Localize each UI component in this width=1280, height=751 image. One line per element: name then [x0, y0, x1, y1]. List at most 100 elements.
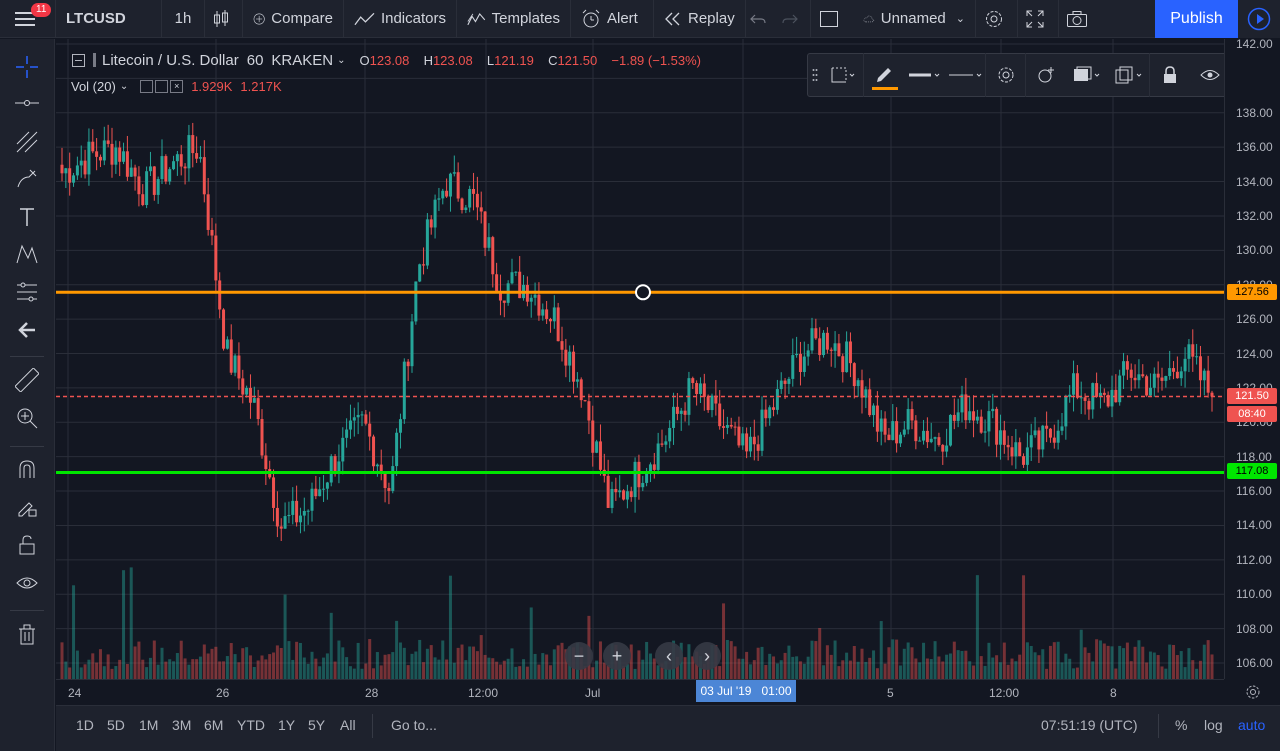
redo-button[interactable]	[776, 0, 811, 38]
crosshair-tool[interactable]	[13, 53, 41, 81]
volume-bar	[1125, 642, 1129, 679]
line-color-button[interactable]	[864, 53, 904, 97]
layout-name-button[interactable]: Unnamed ⌄	[853, 0, 976, 38]
visual-order-button[interactable]	[1066, 53, 1108, 97]
play-button[interactable]	[1238, 0, 1280, 38]
candle-body	[110, 143, 114, 165]
candle-body	[652, 464, 656, 470]
volume-bar	[914, 658, 918, 679]
add-alert-button[interactable]	[1026, 53, 1066, 97]
fullscreen-select-button[interactable]	[811, 0, 853, 38]
price-axis[interactable]	[1224, 39, 1280, 679]
clone-button[interactable]	[1108, 53, 1150, 97]
scroll-right-button[interactable]: ›	[693, 642, 721, 670]
magnet-tool[interactable]	[13, 455, 41, 483]
stay-drawing-tool[interactable]	[13, 493, 41, 521]
candle-body	[1137, 374, 1141, 381]
series-title[interactable]: Litecoin / U.S. Dollar	[102, 51, 239, 69]
log-scale-toggle[interactable]: log	[1204, 717, 1223, 733]
axis-settings-button[interactable]	[1244, 683, 1262, 701]
main-menu-button[interactable]: 11	[0, 0, 56, 38]
lock-drawings-tool[interactable]	[13, 531, 41, 559]
templates-button[interactable]: Templates	[457, 0, 571, 38]
series-exchange: KRAKEN	[271, 51, 334, 69]
snapshot-button[interactable]	[1059, 0, 1100, 38]
template-button[interactable]	[822, 53, 864, 97]
volume-bar	[606, 664, 610, 679]
volume-bar	[518, 666, 522, 679]
text-tool[interactable]	[13, 203, 41, 231]
close-icon[interactable]: ×	[170, 79, 184, 93]
eye-icon	[16, 577, 38, 589]
range-1m[interactable]: 1M	[139, 717, 159, 733]
range-1y[interactable]: 1Y	[278, 717, 296, 733]
volume-bar	[79, 667, 83, 679]
fib-tool[interactable]	[13, 128, 41, 156]
zoom-in-button[interactable]: +	[603, 642, 631, 670]
hide-toolbar-button[interactable]	[13, 316, 41, 344]
replay-button[interactable]: Replay	[654, 0, 746, 38]
zoom-out-button[interactable]: −	[565, 642, 593, 670]
drawing-settings-button[interactable]	[986, 53, 1026, 97]
volume-bar	[814, 641, 818, 679]
alert-button[interactable]: Alert	[571, 0, 654, 38]
goto-date-button[interactable]: Go to...	[391, 717, 437, 733]
volume-bar	[402, 647, 406, 679]
volume-bar	[1075, 667, 1079, 679]
chevron-down-icon[interactable]: ⌄	[337, 54, 346, 66]
undo-button[interactable]	[746, 0, 776, 38]
measure-tool[interactable]	[13, 366, 41, 394]
volume-value-1: 1.929K	[191, 78, 233, 94]
settings-button[interactable]	[976, 0, 1018, 38]
close-label: C	[548, 52, 558, 68]
timezone-clock[interactable]: 07:51:19 (UTC)	[1041, 717, 1138, 733]
fullscreen-button[interactable]	[1018, 0, 1059, 38]
gear-icon[interactable]	[155, 79, 169, 93]
drag-handle[interactable]	[808, 53, 822, 97]
indicators-button[interactable]: Indicators	[344, 0, 457, 38]
percent-scale-toggle[interactable]: %	[1175, 717, 1188, 733]
chart-pane[interactable]	[56, 39, 1224, 679]
range-6m[interactable]: 6M	[204, 717, 224, 733]
volume-bar	[137, 641, 141, 679]
line-style-button[interactable]	[946, 53, 986, 97]
lock-drawing-button[interactable]	[1150, 53, 1190, 97]
range-ytd[interactable]: YTD	[237, 717, 265, 733]
brush-tool[interactable]	[13, 165, 41, 193]
scroll-left-button[interactable]: ‹	[655, 642, 683, 670]
auto-scale-toggle[interactable]: auto	[1238, 717, 1266, 733]
compare-button[interactable]: Compare	[243, 0, 344, 38]
symbol-search-button[interactable]: LTCUSD	[56, 0, 162, 38]
pattern-tool[interactable]	[13, 240, 41, 268]
range-3m[interactable]: 3M	[172, 717, 192, 733]
hide-drawings-tool[interactable]	[13, 569, 41, 597]
volume-label[interactable]: Vol (20)	[71, 78, 116, 94]
prediction-tool[interactable]	[13, 278, 41, 306]
volume-bar	[295, 641, 299, 679]
volume-bar	[629, 644, 633, 679]
line-width-button[interactable]	[904, 53, 946, 97]
candle-body	[1145, 376, 1149, 396]
range-5d[interactable]: 5D	[107, 717, 125, 733]
hide-drawing-button[interactable]	[1190, 53, 1230, 97]
eye-icon[interactable]	[140, 79, 154, 93]
time-axis[interactable]	[56, 679, 1224, 705]
candle-body	[137, 176, 141, 195]
publish-button[interactable]: Publish	[1155, 0, 1238, 38]
price-chart[interactable]	[56, 39, 1224, 679]
chevron-down-icon[interactable]: ⌄	[119, 80, 129, 92]
candle-body	[68, 168, 72, 183]
collapse-legend-icon[interactable]	[72, 53, 85, 67]
interval-button[interactable]: 1h	[162, 0, 205, 38]
zoom-tool[interactable]	[13, 404, 41, 432]
chart-style-button[interactable]	[205, 0, 243, 38]
range-1d[interactable]: 1D	[76, 717, 94, 733]
price-tick: 112.00	[1236, 552, 1272, 567]
volume-bar	[1183, 667, 1187, 679]
volume-bar	[60, 642, 64, 679]
horizontal-line-tool[interactable]	[13, 89, 41, 117]
price-tick: 132.00	[1236, 208, 1273, 223]
range-all[interactable]: All	[340, 717, 356, 733]
remove-drawings-tool[interactable]	[13, 621, 41, 649]
range-5y[interactable]: 5Y	[308, 717, 326, 733]
